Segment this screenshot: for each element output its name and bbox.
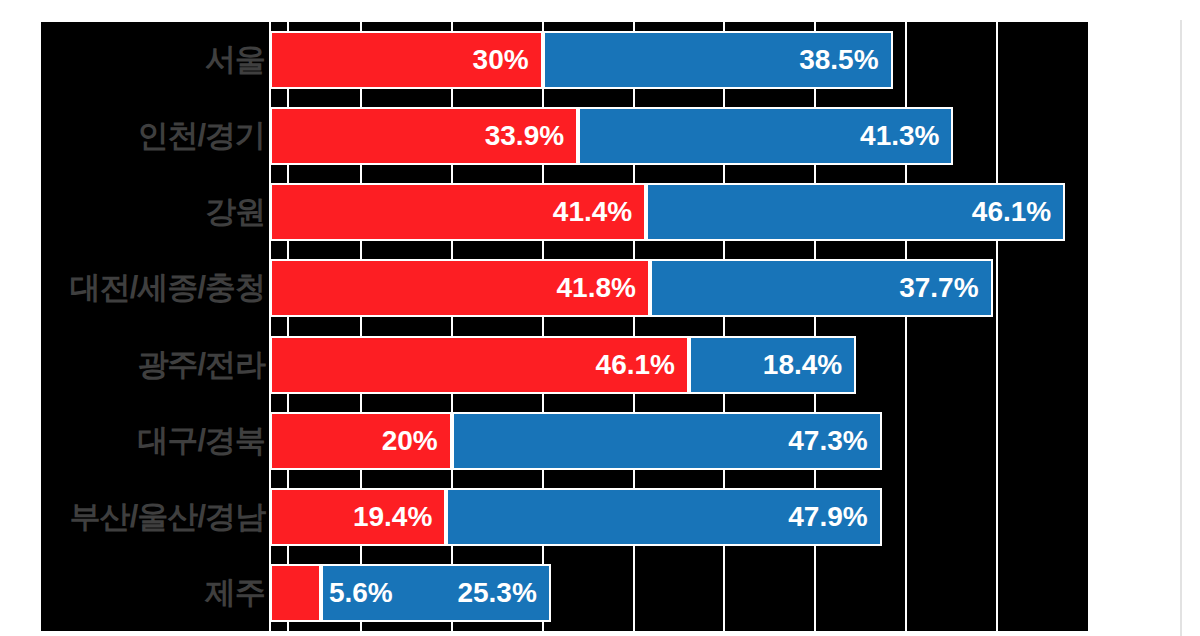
bar-segment-blue-series: 37.7% — [650, 259, 993, 317]
bar-segment-blue-series: 46.1% — [646, 183, 1065, 241]
data-label-overflow: 5.6% — [329, 564, 393, 622]
data-label: 46.1% — [596, 349, 687, 381]
category-label: 제주 — [39, 564, 265, 622]
data-label: 30% — [473, 44, 541, 76]
stacked-bar-chart: 서울 30% 38.5% 인천/경기 33.9% 41.3% 강원 41.4% 46.1% 대전/… — [41, 22, 1088, 631]
data-label: 46.1% — [972, 196, 1063, 228]
data-label: 25.3% — [457, 577, 548, 609]
data-label: 37.7% — [899, 272, 990, 304]
slide-canvas: 서울 30% 38.5% 인천/경기 33.9% 41.3% 강원 41.4% 46.1% 대전/… — [0, 0, 1200, 636]
gridline-80 — [996, 22, 998, 631]
bar-segment-blue-series: 47.9% — [446, 488, 881, 546]
data-label: 19.4% — [353, 501, 444, 533]
data-label: 41.3% — [860, 120, 951, 152]
category-label: 강원 — [39, 183, 265, 241]
category-label: 대전/세종/충청 — [39, 259, 265, 317]
bar-segment-blue-series: 18.4% — [689, 336, 856, 394]
bar-segment-red-series: 41.8% — [270, 259, 650, 317]
bar-segment-red-series: 33.9% — [270, 107, 578, 165]
vertical-divider-line — [1180, 20, 1182, 636]
bar-segment-red-series: 46.1% — [270, 336, 689, 394]
category-label: 인천/경기 — [39, 107, 265, 165]
bar-segment-red-series: 41.4% — [270, 183, 646, 241]
bar-segment-red-series: 19.4% — [270, 488, 446, 546]
bar-segment-red-series — [270, 564, 321, 622]
data-label: 47.3% — [788, 425, 879, 457]
bar-segment-red-series: 30% — [270, 31, 543, 89]
bar-segment-blue-series: 38.5% — [543, 31, 893, 89]
data-label: 18.4% — [763, 349, 854, 381]
data-label: 41.8% — [557, 272, 648, 304]
bar-segment-blue-series: 41.3% — [578, 107, 953, 165]
category-label: 광주/전라 — [39, 336, 265, 394]
data-label: 41.4% — [553, 196, 644, 228]
category-label: 대구/경북 — [39, 412, 265, 470]
data-label: 47.9% — [788, 501, 879, 533]
bar-segment-blue-series: 47.3% — [452, 412, 882, 470]
data-label: 38.5% — [799, 44, 890, 76]
category-label: 서울 — [39, 31, 265, 89]
data-label: 33.9% — [485, 120, 576, 152]
bar-segment-red-series: 20% — [270, 412, 452, 470]
category-label: 부산/울산/경남 — [39, 488, 265, 546]
data-label: 20% — [382, 425, 450, 457]
